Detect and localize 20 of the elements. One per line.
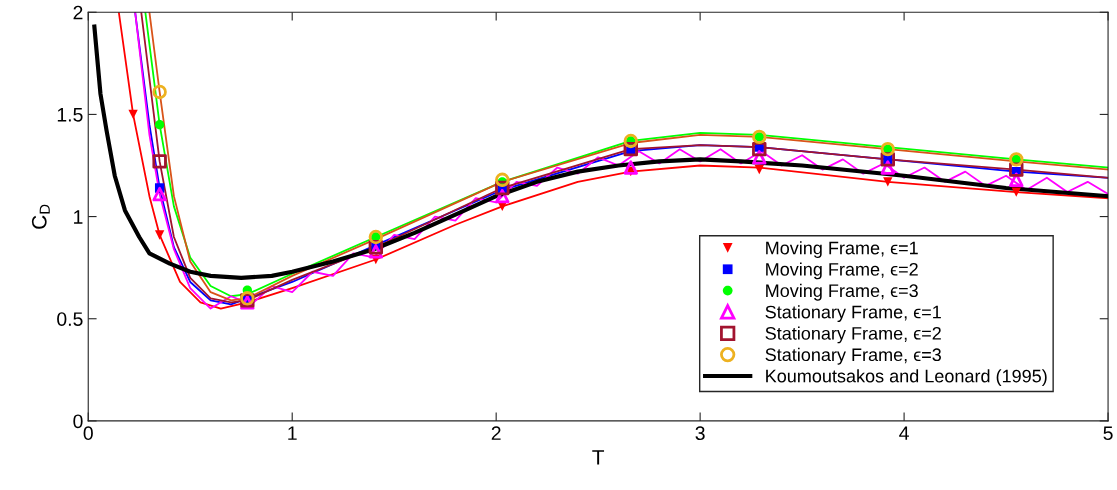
x-tick-label: 3 [695,426,705,441]
x-tick-label: 4 [899,426,909,440]
x-axis-title: T [592,450,605,465]
x-tick-label: 0 [83,426,93,441]
legend-label: Koumoutsakos and Leonard (1995) [766,369,1047,387]
legend-label: Stationary Frame, ϵ=1 [765,305,941,322]
legend-label: Stationary Frame, ϵ=2 [765,326,941,344]
x-tick-label: 2 [491,426,501,440]
x-tick-label: 5 [1103,426,1113,441]
y-tick-label: 0 [73,414,83,429]
legend-label: Moving Frame, ϵ=2 [766,262,918,280]
x-tick-label: 1 [288,426,297,440]
y-axis-title: C$_{D}$ [31,204,50,229]
y-tick-label: 1.5 [57,108,83,122]
legend-label: Moving Frame, ϵ=1 [766,241,918,258]
y-tick-label: 2 [73,5,83,20]
y-tick-label: 0.5 [57,312,83,326]
legend-label: Stationary Frame, ϵ=3 [765,347,941,365]
legend-label: Moving Frame, ϵ=3 [766,283,918,301]
y-tick-label: 1 [74,210,83,224]
